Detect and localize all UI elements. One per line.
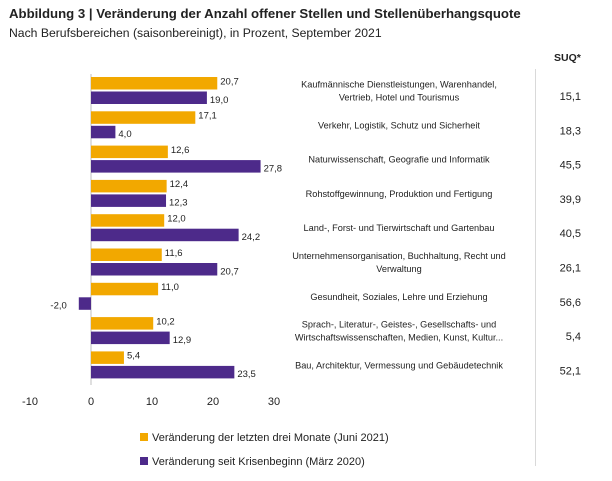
chart-subtitle: Nach Berufsbereichen (saisonbereinigt), … bbox=[9, 26, 382, 40]
category-label: Unternehmensorganisation, Buchhaltung, R… bbox=[292, 251, 506, 261]
data-label-series-2: 23,5 bbox=[237, 369, 256, 380]
bar-series-1 bbox=[91, 282, 159, 296]
x-tick-label: -10 bbox=[22, 396, 38, 408]
category-label: Gesundheit, Soziales, Lehre und Erziehun… bbox=[310, 292, 487, 302]
suq-value: 45,5 bbox=[560, 160, 581, 172]
category-label: Rohstoffgewinnung, Produktion und Fertig… bbox=[306, 189, 493, 199]
suq-value: 5,4 bbox=[566, 331, 581, 343]
bar-series-2 bbox=[91, 331, 170, 345]
legend-swatch-series-2 bbox=[140, 457, 148, 465]
suq-value: 26,1 bbox=[560, 263, 581, 275]
data-label-series-2: -2,0 bbox=[50, 301, 66, 312]
data-label-series-2: 12,9 bbox=[173, 335, 192, 346]
suq-value: 56,6 bbox=[560, 297, 581, 309]
data-label-series-2: 4,0 bbox=[118, 129, 131, 140]
bar-series-2 bbox=[91, 365, 235, 379]
category-label: Sprach-, Literatur-, Geistes-, Gesellsch… bbox=[302, 320, 497, 330]
bar-series-2 bbox=[91, 125, 116, 139]
data-label-series-1: 12,4 bbox=[170, 179, 189, 190]
chart-title: Abbildung 3 | Veränderung der Anzahl off… bbox=[9, 6, 521, 21]
data-label-series-1: 11,6 bbox=[165, 248, 183, 259]
suq-value: 40,5 bbox=[560, 228, 581, 240]
x-tick-label: 30 bbox=[268, 396, 280, 408]
x-tick-label: 0 bbox=[88, 396, 94, 408]
suq-value: 15,1 bbox=[560, 91, 581, 103]
data-label-series-2: 20,7 bbox=[220, 266, 239, 277]
bar-series-1 bbox=[91, 179, 167, 193]
legend-label-series-2: Veränderung seit Krisenbeginn (März 2020… bbox=[152, 456, 365, 468]
bar-series-2 bbox=[91, 228, 239, 242]
legend-item-series-1: Veränderung der letzten drei Monate (Jun… bbox=[140, 432, 389, 444]
data-label-series-2: 24,2 bbox=[242, 232, 261, 243]
bar-series-2 bbox=[91, 160, 261, 173]
legend-swatch-series-1 bbox=[140, 433, 148, 441]
bar-series-1 bbox=[91, 77, 218, 90]
data-label-series-1: 20,7 bbox=[220, 76, 239, 87]
bar-series-2 bbox=[91, 194, 167, 207]
data-label-series-1: 12,0 bbox=[167, 213, 186, 224]
category-label: Verkehr, Logistik, Schutz und Sicherheit bbox=[318, 120, 480, 130]
bar-series-2 bbox=[91, 91, 207, 104]
suq-column-header: SUQ* bbox=[554, 52, 581, 64]
category-label: Land-, Forst- und Tierwirtschaft und Gar… bbox=[304, 223, 495, 233]
data-label-series-1: 10,2 bbox=[156, 316, 175, 327]
data-label-series-2: 19,0 bbox=[210, 95, 229, 106]
legend-label-series-1: Veränderung der letzten drei Monate (Jun… bbox=[152, 432, 389, 444]
bar-series-1 bbox=[91, 145, 168, 159]
bar-series-1 bbox=[91, 351, 124, 364]
data-label-series-1: 12,6 bbox=[171, 145, 190, 156]
legend-item-series-2: Veränderung seit Krisenbeginn (März 2020… bbox=[140, 456, 365, 468]
data-label-series-1: 5,4 bbox=[127, 351, 140, 362]
bar-series-1 bbox=[91, 248, 162, 261]
suq-value: 52,1 bbox=[560, 365, 581, 377]
suq-divider-line bbox=[535, 69, 536, 466]
suq-value: 18,3 bbox=[560, 125, 581, 137]
category-label: Kaufmännische Dienstleistungen, Warenhan… bbox=[301, 80, 497, 90]
x-tick-label: 20 bbox=[207, 396, 219, 408]
x-tick-label: 10 bbox=[146, 396, 158, 408]
category-label: Verwaltung bbox=[376, 264, 421, 274]
category-label: Naturwissenschaft, Geografie und Informa… bbox=[308, 155, 490, 165]
category-label: Vertrieb, Hotel und Tourismus bbox=[339, 93, 460, 103]
category-label: Bau, Architektur, Vermessung und Gebäude… bbox=[295, 360, 503, 370]
data-label-series-1: 17,1 bbox=[198, 111, 217, 122]
bar-series-1 bbox=[91, 317, 154, 330]
bar-series-2 bbox=[91, 263, 218, 276]
data-label-series-2: 12,3 bbox=[169, 198, 188, 209]
bar-series-2 bbox=[78, 297, 91, 310]
data-label-series-1: 11,0 bbox=[161, 282, 179, 293]
suq-value: 39,9 bbox=[560, 194, 581, 206]
data-label-series-2: 27,8 bbox=[264, 163, 283, 174]
bar-series-1 bbox=[91, 111, 196, 124]
category-label: Wirtschaftswissenschaften, Medien, Kunst… bbox=[295, 333, 503, 343]
bar-series-1 bbox=[91, 214, 165, 227]
